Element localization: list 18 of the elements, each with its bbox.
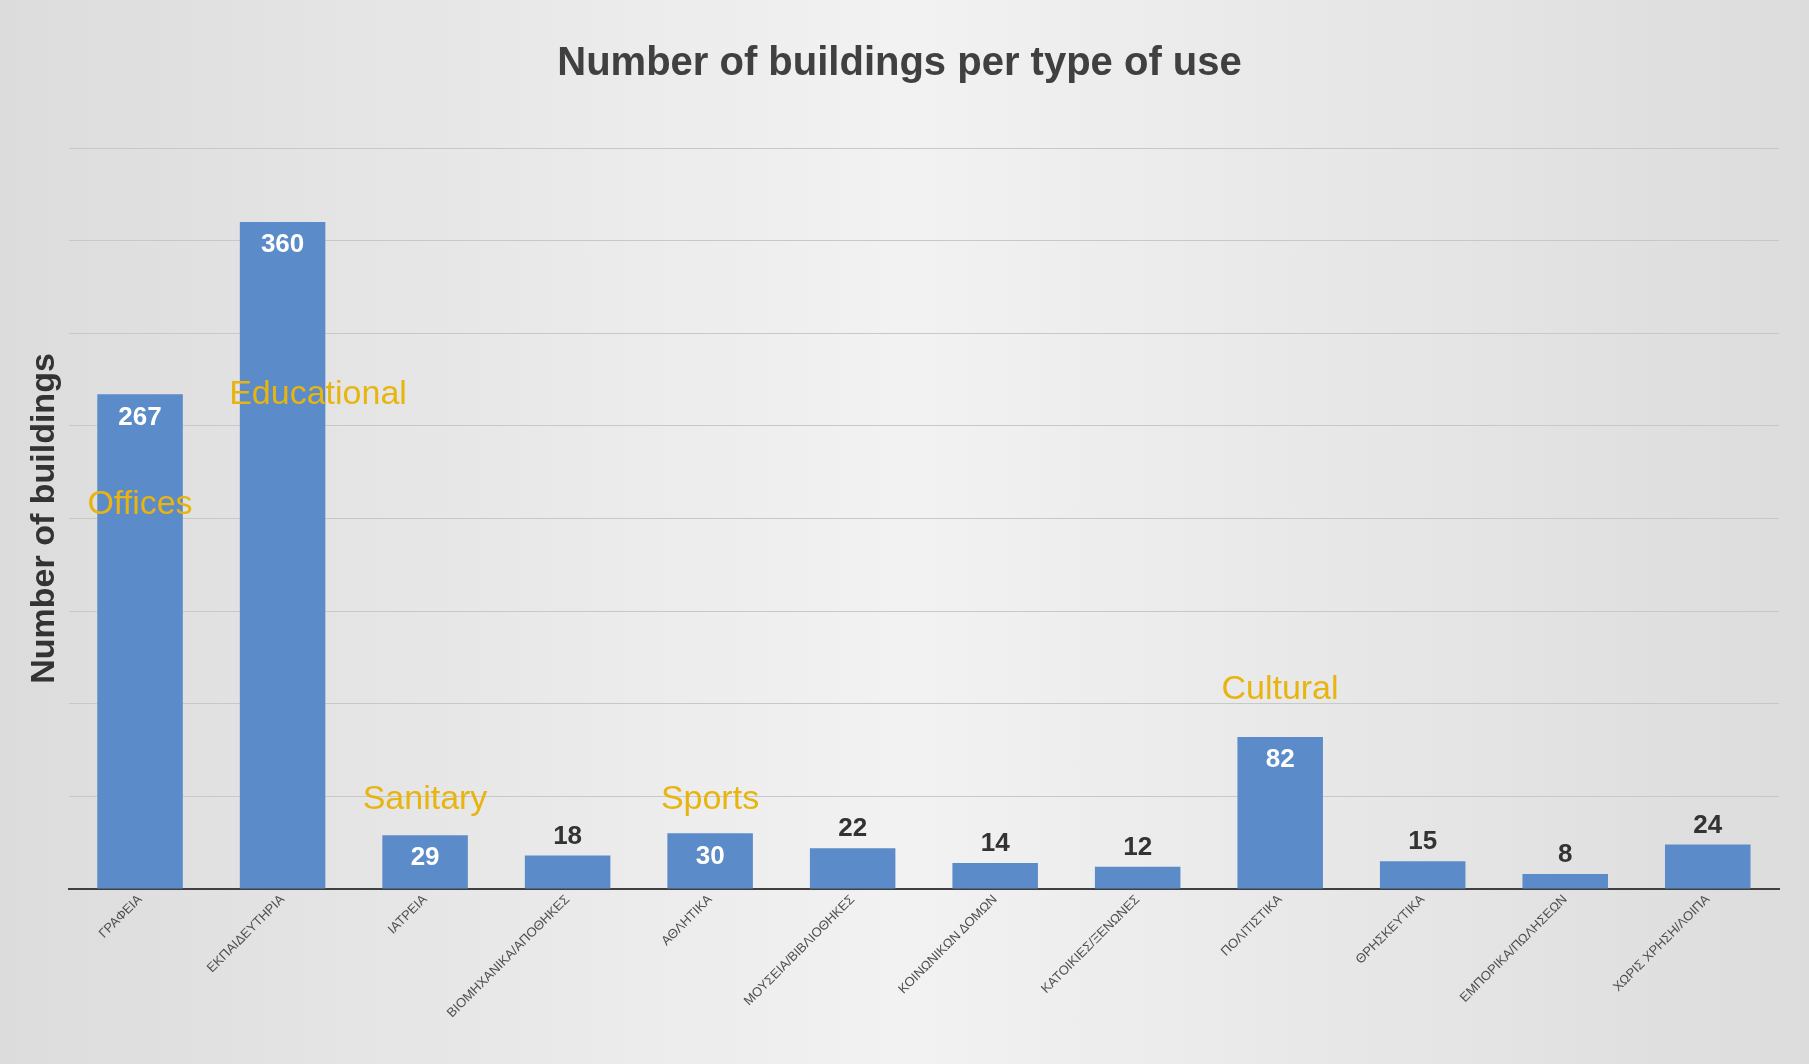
data-label: 12 bbox=[1123, 830, 1153, 861]
data-label: 15 bbox=[1408, 825, 1438, 856]
data-label: 22 bbox=[838, 812, 868, 843]
annotation: Cultural bbox=[1221, 668, 1339, 707]
data-label: 29 bbox=[410, 841, 440, 872]
annotation: Sanitary bbox=[362, 778, 488, 817]
data-label: 18 bbox=[553, 819, 583, 850]
y-axis-title: Number of buildings bbox=[22, 353, 61, 684]
data-label: 267 bbox=[118, 400, 162, 431]
annotation: Sports bbox=[660, 778, 760, 817]
data-label: 14 bbox=[980, 827, 1011, 858]
chart-title: Number of buildings per type of use bbox=[557, 39, 1242, 84]
data-label: 24 bbox=[1693, 808, 1723, 839]
data-label: 82 bbox=[1265, 743, 1295, 774]
data-label: 30 bbox=[695, 839, 725, 870]
annotation: Educational bbox=[229, 373, 407, 412]
data-label: 360 bbox=[260, 228, 305, 259]
data-label: 8 bbox=[1557, 838, 1573, 869]
